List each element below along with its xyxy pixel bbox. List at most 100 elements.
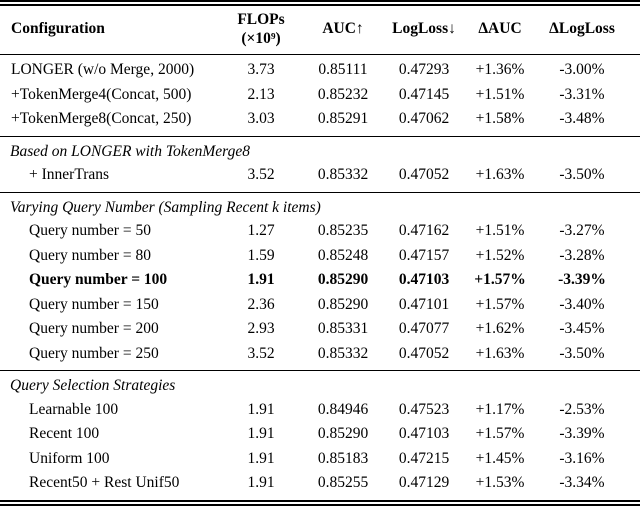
table-section: Query Selection Strategies Learnable 100 1… xyxy=(0,370,640,503)
cell-dlogloss: -3.45% xyxy=(559,320,605,337)
cell-logloss: 0.47215 xyxy=(398,449,450,467)
cell-dlogloss: -3.39% xyxy=(559,425,605,442)
cell-config: +TokenMerge8(Concat, 250) xyxy=(11,110,192,127)
cell-flops: 2.93 xyxy=(247,320,275,337)
column-label: ΔAUC xyxy=(478,20,522,38)
table-row: Query number = 250 3.52 0.85332 0.47052 +1.6… xyxy=(0,342,640,371)
cell-flops: 2.13 xyxy=(247,85,275,103)
cell-flops: 1.91 xyxy=(247,474,275,491)
cell-logloss: 0.47162 xyxy=(398,222,450,239)
cell-config: +TokenMerge4(Concat, 500) xyxy=(11,85,192,103)
cell-auc: 0.85232 xyxy=(317,85,369,103)
cell-config: Uniform 100 xyxy=(29,449,110,467)
cell-flops: 2.36 xyxy=(247,295,275,313)
cell-dauc: +1.57% xyxy=(475,295,525,313)
cell-logloss: 0.47523 xyxy=(398,400,450,418)
cell-config: Recent50 + Rest Unif50 xyxy=(29,474,180,491)
table-section: Varying Query Number (Sampling Recent k … xyxy=(0,192,640,371)
cell-logloss: 0.47103 xyxy=(398,425,450,442)
table-row: Recent 100 1.91 0.85290 0.47103 +1.57% -3.39% xyxy=(0,422,640,447)
cell-logloss: 0.47129 xyxy=(398,474,450,491)
cell-auc: 0.85290 xyxy=(317,295,369,313)
cell-dlogloss: -3.50% xyxy=(559,344,605,362)
table-row: Query number = 80 1.59 0.85248 0.47157 +1.52… xyxy=(0,244,640,269)
cell-auc: 0.85290 xyxy=(317,271,369,288)
cell-auc: 0.85248 xyxy=(317,246,369,264)
cell-dlogloss: -3.40% xyxy=(559,295,605,313)
cell-dauc: +1.57% xyxy=(474,271,526,288)
cell-logloss: 0.47077 xyxy=(398,320,450,337)
cell-dlogloss: -3.16% xyxy=(559,449,605,467)
cell-auc: 0.85255 xyxy=(317,474,369,491)
cell-auc: 0.85235 xyxy=(317,222,369,239)
table-row: Query number = 200 2.93 0.85331 0.47077 +1.6… xyxy=(0,317,640,342)
cell-flops: 1.91 xyxy=(247,449,275,467)
column-label: Configuration xyxy=(11,20,105,38)
cell-flops: 1.91 xyxy=(247,425,275,442)
cell-logloss: 0.47052 xyxy=(398,344,450,362)
cell-dauc: +1.58% xyxy=(475,110,525,127)
cell-auc: 0.85332 xyxy=(317,166,369,183)
section-header: Based on LONGER with TokenMerge8 xyxy=(10,142,250,160)
column-header-dlogloss: ΔLogLoss xyxy=(538,3,640,55)
section-header: Query Selection Strategies xyxy=(10,377,176,394)
cell-config: Learnable 100 xyxy=(29,400,119,418)
section-header-row: Based on LONGER with TokenMerge8 xyxy=(0,136,640,163)
cell-dauc: +1.17% xyxy=(475,400,525,418)
table-row: + InnerTrans 3.52 0.85332 0.47052 +1.63% -3.5… xyxy=(0,163,640,192)
column-label: FLOPs xyxy=(237,11,285,28)
cell-flops: 1.91 xyxy=(247,400,275,418)
cell-dlogloss: -3.50% xyxy=(559,166,605,183)
cell-auc: 0.85291 xyxy=(317,110,369,127)
cell-flops: 3.52 xyxy=(247,166,275,183)
cell-dauc: +1.63% xyxy=(475,166,525,183)
table-row: Uniform 100 1.91 0.85183 0.47215 +1.45% -3.16… xyxy=(0,447,640,472)
cell-logloss: 0.47103 xyxy=(398,271,450,288)
cell-logloss: 0.47052 xyxy=(398,166,450,183)
cell-config: Query number = 50 xyxy=(29,222,151,239)
table-section: LONGER (w/o Merge, 2000) 3.73 0.85111 0.472… xyxy=(0,55,640,137)
cell-dlogloss: -3.48% xyxy=(559,110,605,127)
cell-flops: 3.03 xyxy=(247,110,275,127)
column-header-logloss: LogLoss↓ xyxy=(386,3,462,55)
table-row: Recent50 + Rest Unif50 1.91 0.85255 0.47129… xyxy=(0,471,640,503)
cell-flops: 1.27 xyxy=(247,222,275,239)
cell-dauc: +1.62% xyxy=(475,320,525,337)
section-header: Varying Query Number (Sampling Recent k … xyxy=(10,198,321,216)
section-header-row: Query Selection Strategies xyxy=(0,371,640,398)
table-row: +TokenMerge4(Concat, 500) 2.13 0.85232 0.47… xyxy=(0,83,640,108)
table-row: Query number = 150 2.36 0.85290 0.47101 +1.5… xyxy=(0,293,640,318)
column-label: AUC↑ xyxy=(322,20,364,38)
column-header-dauc: ΔAUC xyxy=(462,3,538,55)
table-row: LONGER (w/o Merge, 2000) 3.73 0.85111 0.472… xyxy=(0,55,640,83)
table-section: Based on LONGER with TokenMerge8 + InnerT… xyxy=(0,136,640,192)
cell-dauc: +1.53% xyxy=(475,474,525,491)
cell-auc: 0.85183 xyxy=(317,449,369,467)
cell-logloss: 0.47145 xyxy=(398,85,450,103)
cell-flops: 3.73 xyxy=(247,61,275,78)
cell-logloss: 0.47062 xyxy=(398,110,450,127)
cell-auc: 0.85331 xyxy=(317,320,369,337)
column-label: ΔLogLoss xyxy=(549,20,615,38)
cell-dlogloss: -3.39% xyxy=(558,271,606,288)
header-row: Configuration FLOPs (×10⁹) AUC↑ LogLoss↓ ΔAUC… xyxy=(0,3,640,55)
cell-dauc: +1.52% xyxy=(475,246,525,264)
cell-auc: 0.85332 xyxy=(317,344,369,362)
cell-logloss: 0.47101 xyxy=(398,295,450,313)
table-row: Learnable 100 1.91 0.84946 0.47523 +1.17% -2.… xyxy=(0,398,640,423)
section-header-row: Varying Query Number (Sampling Recent k … xyxy=(0,192,640,219)
table-row: +TokenMerge8(Concat, 250) 3.03 0.85291 0.47… xyxy=(0,107,640,136)
cell-dauc: +1.57% xyxy=(475,425,525,442)
cell-dauc: +1.36% xyxy=(475,61,525,78)
cell-config: LONGER (w/o Merge, 2000) xyxy=(11,61,195,78)
table-row: Query number = 100 1.91 0.85290 0.47103 +1.5… xyxy=(0,268,640,293)
cell-dlogloss: -3.00% xyxy=(559,61,605,78)
column-label: LogLoss↓ xyxy=(392,20,456,38)
table-row: Query number = 50 1.27 0.85235 0.47162 +1.51… xyxy=(0,219,640,244)
cell-logloss: 0.47157 xyxy=(398,246,450,264)
cell-dlogloss: -2.53% xyxy=(559,400,605,418)
table-header: Configuration FLOPs (×10⁹) AUC↑ LogLoss↓ ΔAUC… xyxy=(0,3,640,55)
cell-auc: 0.85111 xyxy=(318,61,368,78)
